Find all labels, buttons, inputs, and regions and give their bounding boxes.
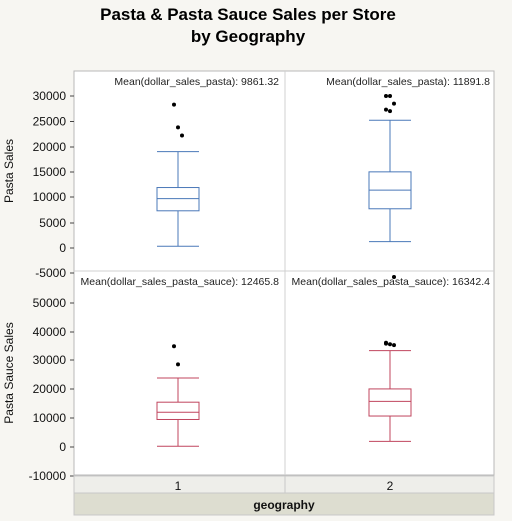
- chart-title-line1: Pasta & Pasta Sauce Sales per Store: [100, 5, 396, 24]
- y-tick-label: 30000: [33, 89, 67, 103]
- y-tick-label: 30000: [33, 353, 67, 367]
- x-axis-band: [73, 475, 495, 494]
- outlier-point: [392, 101, 396, 106]
- outlier-point: [384, 341, 388, 346]
- mean-label: Mean(dollar_sales_pasta): 11891.8: [326, 76, 490, 88]
- y-tick-label: 5000: [39, 216, 66, 230]
- outlier-point: [392, 343, 396, 348]
- chart-title-line2: by Geography: [190, 27, 306, 46]
- chart-title: Pasta & Pasta Sauce Sales per Store by G…: [0, 4, 496, 48]
- box-iqr: [368, 388, 412, 417]
- outlier-point: [176, 362, 180, 367]
- mean-label: Mean(dollar_sales_pasta_sauce): 16342.4: [292, 276, 491, 288]
- plot-area: [73, 70, 495, 476]
- outlier-point: [384, 94, 388, 98]
- y-tick-label: 40000: [33, 325, 67, 339]
- y-tick-label: -10000: [29, 469, 67, 483]
- outlier-point: [176, 125, 180, 130]
- y-tick-label: 0: [59, 241, 66, 255]
- x-axis-label: geography: [253, 498, 315, 512]
- mean-label: Mean(dollar_sales_pasta): 9861.32: [114, 76, 279, 88]
- y-axis-label: Pasta Sauce Sales: [2, 322, 16, 423]
- outlier-point: [388, 109, 392, 114]
- y-tick-label: 10000: [33, 411, 67, 425]
- mean-label: Mean(dollar_sales_pasta_sauce): 12465.8: [81, 276, 280, 288]
- outlier-point: [172, 344, 176, 349]
- box-iqr: [156, 187, 200, 212]
- x-axis-title-band: [73, 492, 495, 516]
- y-tick-label: -5000: [35, 266, 66, 280]
- y-axis-label: Pasta Sales: [2, 139, 16, 203]
- outlier-point: [172, 102, 176, 107]
- outlier-point: [388, 94, 392, 98]
- outlier-point: [388, 342, 392, 347]
- y-tick-label: 50000: [33, 296, 67, 310]
- x-tick-label: 2: [387, 479, 394, 493]
- y-tick-label: 0: [59, 440, 66, 454]
- box-iqr: [156, 401, 200, 420]
- outlier-point: [180, 133, 184, 138]
- y-tick-label: 20000: [33, 382, 67, 396]
- x-tick-label: 1: [175, 479, 182, 493]
- y-tick-label: 20000: [33, 140, 67, 154]
- y-tick-label: 25000: [33, 115, 67, 129]
- y-tick-label: 15000: [33, 165, 67, 179]
- outlier-point: [384, 107, 388, 112]
- y-tick-label: 10000: [33, 190, 67, 204]
- outlier-point: [392, 275, 396, 280]
